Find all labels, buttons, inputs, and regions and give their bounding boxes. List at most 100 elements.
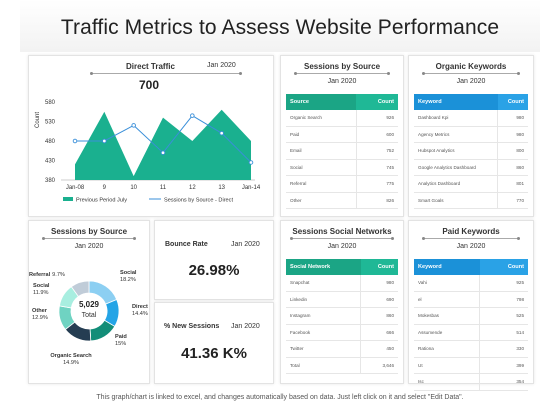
bounce-rate-label: Bounce Rate [165, 241, 208, 248]
y-tick-label: 430 [45, 159, 56, 165]
col-keyword: Keyword [414, 259, 480, 275]
sessions-source-date: Jan 2020 [327, 78, 357, 85]
col-source: Source [286, 94, 357, 110]
row-count: 690 [360, 291, 398, 308]
row-label: Isc [414, 373, 480, 391]
table-row: Social 745 [286, 159, 398, 176]
social-networks-rule [290, 236, 394, 240]
title-band [20, 0, 540, 52]
organic-keywords-card: Organic Keywords Jan 2020 Keyword Count … [408, 55, 534, 217]
row-label: Google Analytics Dashboard [414, 159, 498, 176]
organic-keywords-rule [422, 71, 520, 75]
row-label: Mokesbas [414, 307, 480, 325]
row-label: Rationa [414, 340, 480, 358]
table-row: Vahi 925 [414, 275, 528, 292]
x-tick-label: 10 [130, 185, 137, 191]
organic-keywords-title: Organic Keywords [435, 62, 507, 71]
table-row: Analytics Dashboard 801 [414, 175, 528, 193]
sessions-source-rule [294, 71, 390, 75]
row-label: Dashboard Kpi [414, 110, 498, 127]
donut-center-label: Total [82, 312, 97, 319]
area-series-previous-period [75, 109, 251, 180]
row-count: 800 [497, 142, 528, 160]
table-row: Hubspot Analytics 800 [414, 142, 528, 160]
row-label: Agency Metrics [414, 126, 498, 143]
row-count: 980 [360, 275, 398, 292]
paid-keywords-table-wrap: Keyword Count Vahi 925 el 798 Mokesbas 525 … [414, 259, 528, 391]
donut-label-name: Paid [115, 334, 127, 340]
line-point [131, 123, 136, 128]
col-social-network: Social Network [286, 259, 361, 275]
table-row: el 798 [414, 291, 528, 308]
row-count: 745 [355, 159, 398, 176]
donut-label-value: 18.2% [120, 277, 136, 283]
paid-keywords-title: Paid Keywords [442, 227, 500, 236]
organic-keywords-table: Keyword Count Dashboard Kpi 980 Agency Me… [414, 94, 528, 209]
row-count: 770 [497, 192, 528, 209]
paid-keywords-table: Keyword Count Vahi 925 el 798 Mokesbas 525 … [414, 259, 528, 391]
row-label: Smart Goals [414, 192, 498, 209]
y-tick-label: 480 [45, 139, 56, 145]
row-count: 514 [479, 324, 528, 341]
table-row: Paid 600 [286, 126, 398, 143]
page-title: Traffic Metrics to Assess Website Perfor… [60, 16, 500, 39]
table-row: Agency Metrics 980 [414, 126, 528, 143]
row-label: Linkedin [286, 291, 361, 308]
donut-label-value: 12.9% [32, 315, 48, 321]
col-keyword: Keyword [414, 94, 498, 110]
bounce-rate-date: Jan 2020 [231, 241, 260, 248]
direct-traffic-title: Direct Traffic [126, 62, 175, 71]
row-label: Assumende [414, 324, 480, 341]
table-row: Isc 354 [414, 373, 528, 391]
row-label: Vahi [414, 275, 480, 292]
organic-keywords-date: Jan 2020 [456, 78, 486, 85]
donut-label-name: Referral 9.7% [29, 272, 65, 278]
table-row: Total 3,646 [286, 357, 398, 374]
row-count: 775 [355, 175, 398, 193]
table-row: Other 826 [286, 192, 398, 209]
row-label: el [414, 291, 480, 308]
line-point [219, 130, 224, 136]
row-count: 600 [355, 126, 398, 143]
row-count: 752 [355, 142, 398, 160]
line-point [102, 138, 107, 144]
social-networks-card: Sessions Social Networks Jan 2020 Social… [280, 220, 404, 384]
direct-traffic-value: 700 [139, 78, 160, 92]
sessions-donut-card: Sessions by Source Jan 2020 5,029 Total … [28, 220, 150, 384]
donut-slice [70, 280, 90, 297]
col-count: Count [360, 259, 398, 275]
col-count: Count [497, 94, 528, 110]
table-row: Facebook 666 [286, 324, 398, 341]
sessions-source-title: Sessions by Source [303, 62, 381, 71]
row-count: 925 [479, 275, 528, 292]
row-count: 399 [479, 357, 528, 374]
x-tick-label: Jan-14 [242, 185, 261, 191]
row-label: Email [286, 142, 357, 160]
paid-keywords-card: Paid Keywords Jan 2020 Keyword Count Vah… [408, 220, 534, 391]
row-count: 798 [479, 291, 528, 308]
bounce-rate-card: Bounce Rate Jan 2020 26.98% [154, 220, 274, 300]
table-row: Email 752 [286, 142, 398, 160]
legend-line-label: Sessions by Source - Direct [164, 198, 233, 204]
social-networks-table: Social Network Count Snapchat 980 Linkedi… [286, 259, 398, 374]
sessions-donut-title: Sessions by Source [50, 227, 128, 236]
sessions-source-table-wrap: Source Count Organic Search 926 Paid 600 E… [286, 94, 398, 209]
donut-label-value: 11.9% [33, 290, 48, 296]
table-row: Mokesbas 525 [414, 307, 528, 325]
row-label: Total [286, 357, 361, 374]
donut-label-name: Organic Search [50, 353, 92, 359]
row-count: 980 [497, 110, 528, 127]
new-sessions-value: 41.36 K% [181, 345, 247, 362]
legend-area-label: Previous Period July [76, 198, 127, 204]
table-row: Assumende 514 [414, 324, 528, 341]
sessions-source-card: Sessions by Source Jan 2020 Source Count… [280, 55, 404, 217]
row-label: Referral [286, 175, 357, 193]
line-point [190, 113, 195, 118]
row-label: Organic Search [286, 110, 357, 127]
table-row: Instagram 860 [286, 307, 398, 325]
sessions-donut-chart: 5,029 Total Social18.2%Direct14.4%Paid15… [29, 270, 148, 366]
direct-traffic-chart: Count 380 430 480 530 580 Jan-08 9 10 11 12 13 Jan… [35, 100, 261, 204]
y-tick-label: 380 [45, 178, 56, 184]
table-row: Linkedin 690 [286, 291, 398, 308]
new-sessions-label: % New Sessions [164, 323, 220, 330]
